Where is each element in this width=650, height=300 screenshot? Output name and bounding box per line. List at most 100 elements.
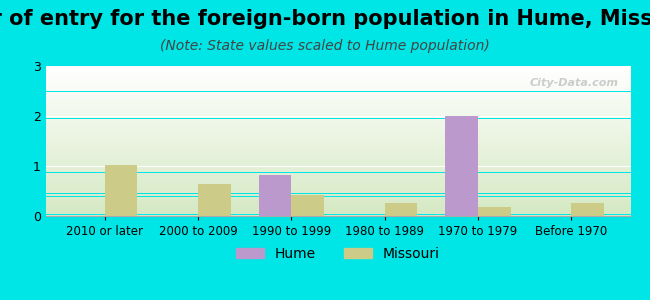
Bar <box>46 93 630 94</box>
Bar <box>46 195 630 196</box>
Bar <box>46 118 630 119</box>
Bar <box>46 150 630 151</box>
Bar <box>46 112 630 113</box>
Bar <box>46 125 630 126</box>
Bar <box>46 179 630 180</box>
Bar <box>46 129 630 130</box>
Bar <box>478 207 511 216</box>
Bar <box>46 137 630 138</box>
Bar <box>46 111 630 112</box>
Bar <box>46 187 630 188</box>
Bar <box>46 87 630 88</box>
Bar <box>46 213 630 214</box>
Bar <box>46 141 630 142</box>
Bar <box>46 116 630 117</box>
Bar <box>46 82 630 83</box>
Bar <box>46 98 630 99</box>
Bar <box>46 132 630 133</box>
Bar <box>46 143 630 144</box>
Bar <box>46 106 630 107</box>
Bar <box>46 102 630 103</box>
Bar <box>46 83 630 84</box>
Bar <box>46 69 630 70</box>
Bar <box>46 86 630 87</box>
Bar <box>46 191 630 192</box>
Bar <box>46 134 630 135</box>
Bar <box>46 192 630 193</box>
Bar <box>46 164 630 165</box>
Bar <box>46 178 630 179</box>
Bar <box>46 108 630 109</box>
Bar <box>46 121 630 122</box>
Bar <box>46 215 630 216</box>
Bar <box>46 208 630 209</box>
Bar <box>46 201 630 202</box>
Bar <box>46 142 630 143</box>
Bar <box>46 204 630 205</box>
Bar <box>46 169 630 170</box>
Bar <box>46 95 630 96</box>
Bar <box>445 116 478 216</box>
Bar <box>46 68 630 69</box>
Bar <box>46 70 630 71</box>
Bar <box>46 153 630 154</box>
Bar <box>46 144 630 145</box>
Bar <box>46 82 630 83</box>
Bar <box>46 173 630 174</box>
Bar <box>46 126 630 127</box>
Bar <box>46 127 630 128</box>
Bar <box>46 211 630 212</box>
Bar <box>46 77 630 78</box>
Text: City-Data.com: City-Data.com <box>530 78 619 88</box>
Bar <box>46 199 630 200</box>
Bar <box>46 100 630 101</box>
Bar <box>46 100 630 101</box>
Bar <box>46 149 630 150</box>
Bar <box>46 159 630 160</box>
Bar <box>46 140 630 141</box>
Bar <box>46 171 630 172</box>
Bar <box>46 130 630 131</box>
Bar <box>46 168 630 169</box>
Bar <box>46 105 630 106</box>
Bar <box>46 184 630 185</box>
Bar <box>46 160 630 161</box>
Text: (Note: State values scaled to Hume population): (Note: State values scaled to Hume popul… <box>160 39 490 53</box>
Bar <box>46 202 630 203</box>
Bar <box>46 78 630 79</box>
Bar <box>46 85 630 86</box>
Bar <box>46 85 630 86</box>
Bar <box>46 198 630 199</box>
Bar <box>46 214 630 215</box>
Bar <box>46 122 630 123</box>
Bar <box>46 124 630 125</box>
Bar <box>46 197 630 198</box>
Bar <box>46 113 630 114</box>
Bar <box>46 73 630 74</box>
Bar <box>46 188 630 189</box>
Bar <box>46 72 630 73</box>
Bar <box>46 133 630 134</box>
Bar <box>46 182 630 183</box>
Bar <box>46 165 630 166</box>
Bar <box>46 207 630 208</box>
Bar <box>46 123 630 124</box>
Bar <box>46 162 630 163</box>
Bar <box>259 175 291 216</box>
Bar <box>46 66 630 67</box>
Bar <box>46 120 630 121</box>
Bar <box>46 209 630 210</box>
Bar <box>385 202 417 216</box>
Bar <box>46 109 630 110</box>
Bar <box>198 184 231 216</box>
Bar <box>571 202 604 216</box>
Bar <box>46 148 630 149</box>
Bar <box>46 115 630 116</box>
Bar <box>46 172 630 173</box>
Bar <box>46 190 630 191</box>
Legend: Hume, Missouri: Hume, Missouri <box>231 241 445 266</box>
Bar <box>46 139 630 140</box>
Bar <box>46 174 630 175</box>
Bar <box>46 194 630 195</box>
Bar <box>46 146 630 147</box>
